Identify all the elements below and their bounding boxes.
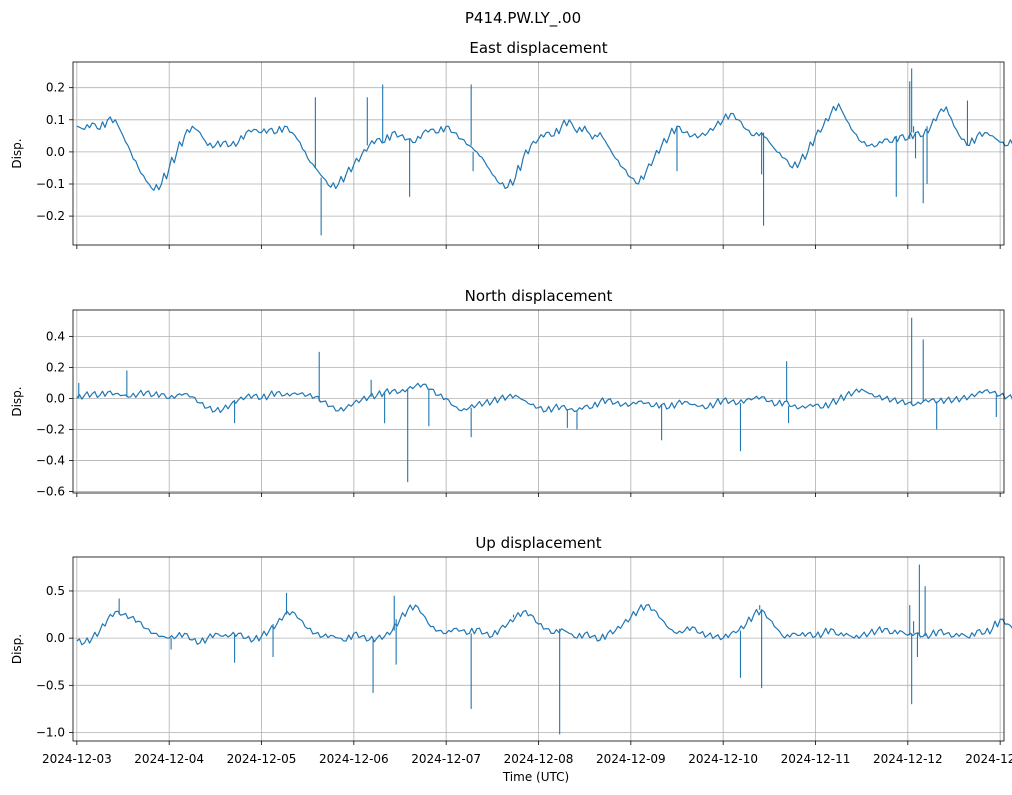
x-tick-label: 2024-12-13 — [965, 752, 1012, 766]
y-tick-label: −0.2 — [36, 209, 65, 223]
series-line — [76, 103, 1012, 191]
x-axis-label: Time (UTC) — [502, 770, 569, 784]
panel-up: −1.0 −0.5 0.0 0.5 2024-12-03 2024-12-04 2024-1… — [10, 534, 1012, 766]
x-tick-label: 2024-12-08 — [504, 752, 574, 766]
y-axis-label: Disp. — [10, 386, 24, 416]
y-tick-label: −0.2 — [36, 422, 65, 436]
series-line — [76, 382, 1012, 414]
y-tick-label: 0.2 — [46, 360, 65, 374]
y-tick-label: 0.4 — [46, 329, 65, 343]
y-axis-label: Disp. — [10, 634, 24, 664]
figure-title: P414.PW.LY_.00 — [465, 9, 581, 28]
x-tick-label: 2024-12-04 — [134, 752, 204, 766]
y-tick-label: 0.5 — [46, 584, 65, 598]
y-tick-label: −1.0 — [36, 726, 65, 740]
x-tick-label: 2024-12-05 — [227, 752, 297, 766]
panel-title: North displacement — [465, 287, 613, 305]
y-tick-label: −0.1 — [36, 177, 65, 191]
panel-north: −0.6 −0.4 −0.2 0.0 0.2 0.4 North displacement D… — [10, 287, 1012, 498]
y-tick-label: 0.1 — [46, 113, 65, 127]
x-tick-label: 2024-12-12 — [873, 752, 943, 766]
panel-east: −0.2 −0.1 0.0 0.1 0.2 East displacement Disp. — [10, 39, 1012, 249]
y-tick-label: −0.4 — [36, 453, 65, 467]
panel-title: Up displacement — [475, 534, 601, 552]
x-tick-label: 2024-12-03 — [42, 752, 112, 766]
panel-title: East displacement — [469, 39, 607, 57]
x-tick-label: 2024-12-09 — [596, 752, 666, 766]
x-tick-label: 2024-12-10 — [688, 752, 758, 766]
y-axis-label: Disp. — [10, 138, 24, 168]
x-tick-label: 2024-12-11 — [781, 752, 851, 766]
x-tick-label: 2024-12-07 — [411, 752, 481, 766]
y-tick-label: −0.5 — [36, 678, 65, 692]
y-tick-label: 0.2 — [46, 81, 65, 95]
y-tick-label: 0.0 — [46, 145, 65, 159]
y-tick-label: 0.0 — [46, 391, 65, 405]
series-line — [76, 604, 1012, 646]
y-tick-label: −0.6 — [36, 484, 65, 498]
x-tick-label: 2024-12-06 — [319, 752, 389, 766]
y-tick-label: 0.0 — [46, 631, 65, 645]
